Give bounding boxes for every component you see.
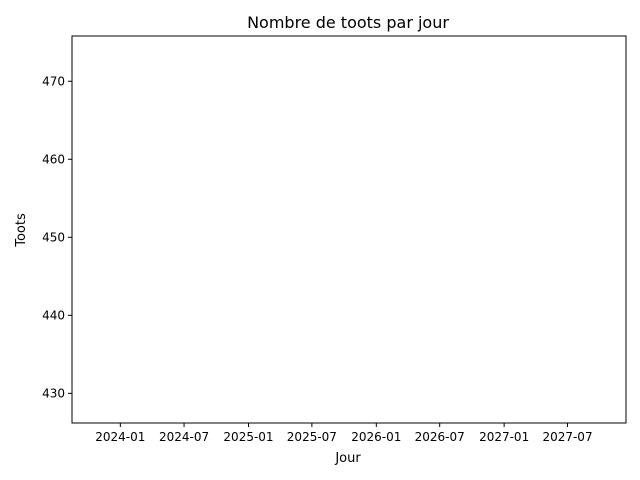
x-axis: 2024-01 2024-07 2025-01 2025-07 2026-01 2026-… bbox=[95, 423, 593, 444]
x-tick-label: 2027-07 bbox=[542, 430, 592, 444]
y-axis: 430 440 450 460 470 bbox=[42, 74, 72, 400]
x-tick-label: 2026-07 bbox=[415, 430, 465, 444]
x-tick-label: 2024-07 bbox=[159, 430, 209, 444]
x-tick-label: 2027-01 bbox=[479, 430, 529, 444]
y-tick-label: 440 bbox=[42, 308, 65, 322]
y-tick-label: 450 bbox=[42, 230, 65, 244]
x-tick-label: 2026-01 bbox=[351, 430, 401, 444]
y-tick-label: 460 bbox=[42, 152, 65, 166]
y-tick-label: 470 bbox=[42, 74, 65, 88]
x-tick-label: 2025-07 bbox=[287, 430, 337, 444]
x-axis-label: Jour bbox=[334, 451, 361, 466]
chart-title: Nombre de toots par jour bbox=[247, 13, 449, 32]
plot-area-frame bbox=[71, 35, 627, 424]
y-tick-label: 430 bbox=[42, 386, 65, 400]
x-tick-label: 2024-01 bbox=[95, 430, 145, 444]
y-axis-label: Toots bbox=[14, 213, 29, 248]
x-tick-label: 2025-01 bbox=[223, 430, 273, 444]
